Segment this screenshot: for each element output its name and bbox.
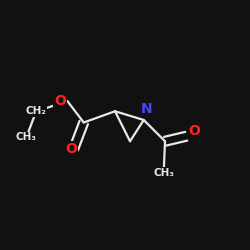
Text: O: O [65,142,77,156]
Text: O: O [54,94,66,108]
Text: N: N [140,102,152,116]
Text: CH₃: CH₃ [16,132,37,142]
Text: O: O [188,124,200,138]
Text: CH₂: CH₂ [26,106,47,116]
Text: CH₃: CH₃ [153,168,174,177]
